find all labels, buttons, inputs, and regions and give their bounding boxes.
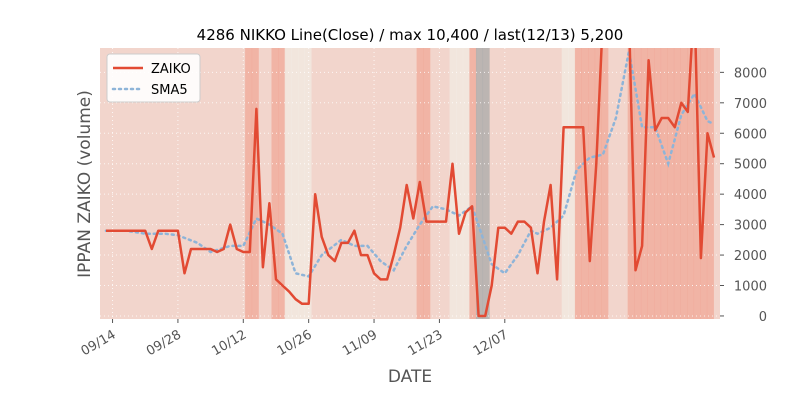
background-band: [469, 48, 477, 319]
y-tick-label: 7000: [734, 97, 767, 112]
background-band: [297, 48, 305, 319]
zaiko-series-line: [106, 48, 716, 318]
background-band: [706, 48, 714, 319]
background-band: [304, 48, 312, 319]
background-band: [654, 48, 662, 319]
background-band: [588, 48, 596, 319]
background-band: [627, 48, 635, 319]
y-tick-label: 8000: [734, 66, 767, 81]
y-tick-label: 2000: [734, 249, 767, 264]
background-band: [561, 48, 569, 319]
background-band: [482, 48, 490, 319]
sma5-series-line: [104, 50, 716, 278]
x-axis-label: DATE: [388, 367, 432, 387]
background-band: [423, 48, 431, 319]
background-band: [284, 48, 292, 319]
chart-title: 4286 NIKKO Line(Close) / max 10,400 / la…: [197, 26, 624, 44]
background-band: [660, 48, 668, 319]
y-axis: 0 1000 2000 3000 4000 5000 6000 7000 8000: [720, 66, 767, 325]
background-band: [462, 48, 470, 319]
y-tick-label: 4000: [734, 188, 767, 203]
background-band: [667, 48, 675, 319]
y-axis-label: IPPAN ZAIKO (volume): [75, 90, 95, 278]
y-tick-label: 1000: [734, 280, 767, 295]
background-band: [673, 48, 681, 319]
plot-background: [100, 48, 720, 319]
background-band: [475, 48, 484, 319]
background-band: [693, 48, 701, 319]
y-tick-label: 0: [759, 310, 767, 325]
background-band: [456, 48, 464, 319]
legend: ZAIKO SMA5: [106, 53, 201, 103]
plot-area: [100, 48, 720, 319]
y-tick-label: 6000: [734, 127, 767, 142]
background-band: [271, 48, 279, 319]
background-band: [291, 48, 299, 319]
background-band: [680, 48, 688, 319]
background-band: [601, 48, 609, 319]
background-band: [594, 48, 602, 319]
background-band: [687, 48, 695, 319]
legend-zaiko-label: ZAIKO: [151, 62, 191, 77]
background-band: [647, 48, 655, 319]
grid-lines: [100, 48, 720, 319]
background-band: [278, 48, 286, 319]
legend-sma5-label: SMA5: [151, 83, 188, 98]
background-band: [245, 48, 253, 319]
background-band: [251, 48, 259, 319]
background-band: [634, 48, 642, 319]
y-tick-label: 5000: [734, 158, 767, 173]
background-band: [574, 48, 582, 319]
y-tick-label: 3000: [734, 219, 767, 234]
